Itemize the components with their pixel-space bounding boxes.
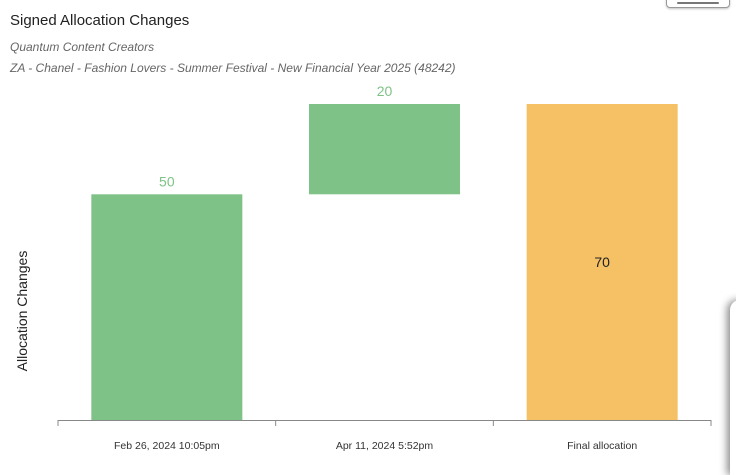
change-bar[interactable]: [91, 194, 243, 420]
change-bar[interactable]: [309, 104, 460, 195]
bar-value-label: 50: [159, 173, 175, 189]
y-axis-label: Allocation Changes: [14, 251, 30, 372]
x-tick-label: Feb 26, 2024 10:05pm: [114, 440, 220, 452]
chart-title: Signed Allocation Changes: [10, 12, 190, 29]
x-tick-label: Final allocation: [567, 440, 637, 452]
chart-menu-button[interactable]: [666, 0, 730, 8]
bar-value-label: 20: [377, 83, 393, 99]
waterfall-chart: Allocation Changes 50 20 70 Feb 26, 2024 1…: [14, 83, 712, 452]
overlay-panel-edge: [730, 300, 736, 475]
bar-value-label: 70: [594, 254, 610, 270]
x-tick-label: Apr 11, 2024 5:52pm: [336, 440, 434, 452]
campaign-name: ZA - Chanel - Fashion Lovers - Summer Fe…: [10, 61, 456, 75]
client-name: Quantum Content Creators: [10, 40, 155, 54]
total-bar[interactable]: [526, 104, 678, 420]
